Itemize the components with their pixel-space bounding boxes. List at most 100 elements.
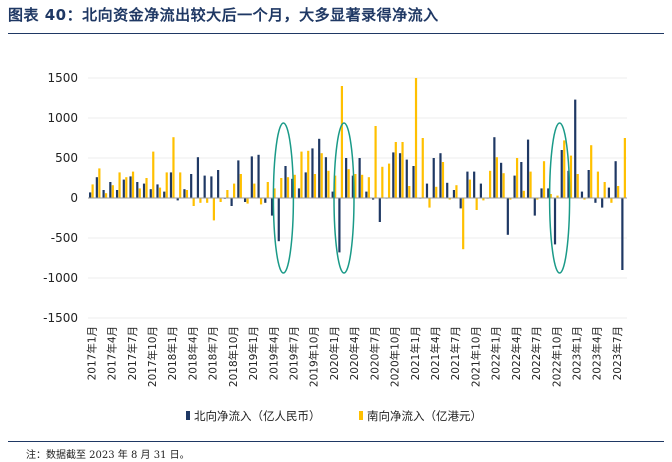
- north-bar: [567, 170, 570, 198]
- footer-divider: [8, 441, 664, 442]
- north-bar: [230, 198, 233, 206]
- south-bar: [361, 174, 364, 198]
- x-tick-label: 2018年7月: [207, 326, 220, 380]
- x-axis-ticks: 2017年1月 2017年4月 2017年7月 2017年10月 2018年1月 2018…: [85, 326, 624, 387]
- south-bar: [542, 161, 546, 198]
- north-bar: [304, 172, 307, 198]
- south-bar: [435, 186, 438, 198]
- north-bar: [270, 198, 274, 216]
- south-bar: [522, 190, 525, 198]
- south-bar: [280, 178, 283, 198]
- north-bar: [500, 162, 503, 198]
- south-bar: [515, 158, 519, 198]
- north-bar: [311, 148, 314, 198]
- south-bar: [145, 178, 148, 198]
- south-bar: [556, 195, 559, 198]
- north-bar: [203, 175, 206, 198]
- south-bar: [441, 162, 445, 198]
- north-bar: [338, 198, 341, 253]
- north-bar: [452, 190, 456, 198]
- south-bar: [374, 126, 377, 198]
- north-bar: [217, 170, 220, 198]
- south-bar: [495, 157, 498, 198]
- north-bar: [169, 172, 173, 198]
- north-bar: [506, 198, 509, 235]
- north-bar: [142, 183, 146, 198]
- north-bar: [351, 175, 354, 198]
- south-bar: [462, 198, 465, 250]
- north-bar: [601, 198, 604, 208]
- south-bar: [489, 170, 492, 198]
- north-bar: [102, 190, 105, 198]
- x-tick-label: 2020年1月: [328, 326, 341, 380]
- y-axis-ticks: -1500 -1000 -500 0 500 1000 1500: [43, 71, 78, 325]
- south-bar: [199, 198, 202, 203]
- north-bar: [264, 198, 267, 203]
- south-bar: [536, 198, 539, 200]
- north-bar: [136, 182, 139, 198]
- north-bar: [277, 198, 280, 242]
- x-tick-label: 2021年1月: [409, 326, 422, 380]
- south-bar: [91, 184, 94, 198]
- south-bar: [300, 151, 303, 198]
- x-tick-label: 2017年4月: [106, 326, 119, 380]
- south-bar: [590, 145, 593, 198]
- x-tick-label: 2020年4月: [348, 326, 361, 380]
- y-tick-label: 500: [55, 151, 78, 165]
- south-bar: [347, 169, 350, 198]
- south-bar: [246, 198, 249, 204]
- north-bar: [466, 171, 469, 198]
- north-bar: [526, 139, 530, 198]
- x-tick-label: 2020年10月: [389, 326, 402, 387]
- north-bar: [324, 157, 328, 198]
- legend-south-swatch: [359, 411, 363, 420]
- north-bar: [594, 198, 597, 203]
- north-bar: [553, 198, 557, 245]
- south-bar: [253, 183, 256, 198]
- chart-title: 图表 40：北向资金净流出较大后一个月，大多显著录得净流入: [8, 6, 439, 24]
- x-tick-label: 2019年10月: [308, 326, 321, 387]
- south-bar: [165, 172, 168, 198]
- north-bar: [210, 176, 213, 198]
- south-bar: [334, 175, 337, 198]
- south-bar: [502, 173, 505, 198]
- north-bar: [297, 188, 301, 198]
- x-tick-label: 2022年4月: [510, 326, 523, 380]
- north-bar: [129, 176, 132, 198]
- y-tick-label: -1500: [43, 311, 78, 325]
- north-bar: [196, 157, 200, 198]
- south-bar: [233, 183, 236, 198]
- south-bar: [414, 78, 418, 198]
- north-bar: [243, 198, 247, 202]
- south-bar: [259, 198, 263, 205]
- south-bar: [549, 194, 552, 198]
- north-bar: [115, 190, 119, 198]
- north-bar: [95, 177, 98, 198]
- north-bar: [446, 182, 449, 198]
- north-bar: [190, 174, 193, 198]
- south-bar: [421, 138, 424, 198]
- north-bar: [149, 189, 152, 198]
- bar-series: [89, 78, 626, 270]
- south-bar: [219, 198, 222, 202]
- south-bar: [340, 86, 344, 198]
- north-bar: [412, 166, 415, 198]
- north-bar: [621, 198, 624, 270]
- south-bar: [98, 168, 101, 198]
- south-bar: [596, 171, 600, 198]
- south-bar: [239, 174, 242, 198]
- footnote: 注：数据截至 2023 年 8 月 31 日。: [26, 450, 190, 461]
- south-bar: [603, 182, 606, 198]
- highlight-ellipse: [548, 122, 571, 274]
- north-bar: [405, 159, 408, 198]
- south-bar: [583, 198, 586, 200]
- x-tick-label: 2017年10月: [146, 326, 159, 387]
- south-bar: [206, 198, 209, 203]
- south-bar: [131, 171, 135, 198]
- x-tick-label: 2021年7月: [449, 326, 462, 380]
- south-bar: [125, 177, 128, 198]
- north-bar: [156, 184, 159, 198]
- x-tick-label: 2019年4月: [267, 326, 280, 380]
- south-bar: [394, 142, 397, 198]
- south-bar: [327, 170, 330, 198]
